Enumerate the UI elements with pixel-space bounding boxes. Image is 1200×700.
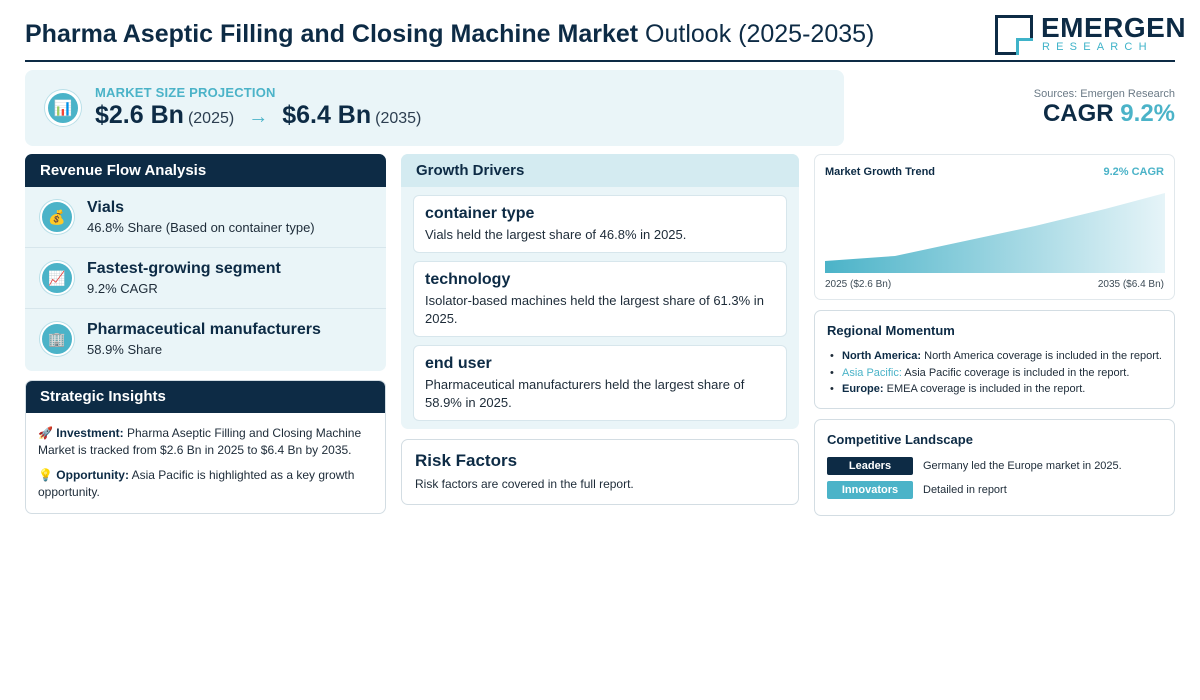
trend-cagr: 9.2% CAGR — [1103, 166, 1164, 178]
driver-text: Pharmaceutical manufacturers held the la… — [425, 377, 745, 410]
opportunity-insight: 💡 Opportunity: Asia Pacific is highlight… — [38, 467, 373, 501]
competitive-row-innovators: Innovators Detailed in report — [827, 481, 1162, 499]
revenue-item-manufacturers: 🏢 Pharmaceutical manufacturers 58.9% Sha… — [25, 309, 386, 370]
driver-text: Isolator-based machines held the largest… — [425, 293, 764, 326]
arrow-right-icon: → — [248, 106, 269, 128]
trend-start-label: 2025 ($2.6 Bn) — [825, 279, 892, 290]
risk-factors-title: Risk Factors — [415, 451, 518, 470]
innovators-badge: Innovators — [827, 481, 913, 499]
opportunity-label: Opportunity: — [56, 468, 129, 482]
projection-label: MARKET SIZE PROJECTION — [95, 85, 276, 100]
logo-name: EMERGEN — [1041, 12, 1187, 43]
page-header: Pharma Aseptic Filling and Closing Machi… — [25, 12, 1186, 62]
trend-chart-icon: 📈 — [40, 261, 74, 295]
region-text: North America coverage is included in th… — [924, 350, 1162, 362]
trend-area-chart — [825, 193, 1165, 273]
money-bag-icon: 💰 — [40, 200, 74, 234]
logo-subtitle: RESEARCH — [1042, 41, 1153, 53]
investment-label: Investment: — [56, 426, 124, 440]
leaders-text: Germany led the Europe market in 2025. — [923, 460, 1122, 472]
growth-drivers-title: Growth Drivers — [401, 154, 799, 187]
strategic-insights-card: Strategic Insights 🚀 Investment: Pharma … — [25, 380, 386, 514]
risk-factors-text: Risk factors are covered in the full rep… — [415, 477, 634, 491]
revenue-item-vials: 💰 Vials 46.8% Share (Based on container … — [25, 187, 386, 248]
region-name: North America: — [842, 350, 922, 362]
innovators-text: Detailed in report — [923, 484, 1007, 496]
region-name: Europe: — [842, 383, 884, 395]
driver-title: container type — [425, 205, 535, 222]
strategic-insights-title: Strategic Insights — [26, 381, 385, 413]
title-bold: Pharma Aseptic Filling and Closing Machi… — [25, 20, 639, 48]
revenue-flow-card: Revenue Flow Analysis 💰 Vials 46.8% Shar… — [25, 154, 386, 371]
risk-factors-card: Risk Factors Risk factors are covered in… — [401, 439, 799, 505]
revenue-item-title: Pharmaceutical manufacturers — [87, 321, 321, 338]
growth-drivers-card: Growth Drivers container type Vials held… — [401, 154, 799, 429]
investment-text: Pharma Aseptic Filling and Closing Machi… — [38, 426, 362, 457]
investment-insight: 🚀 Investment: Pharma Aseptic Filling and… — [38, 425, 373, 459]
cagr-label: CAGR — [1042, 100, 1114, 127]
cagr-value: 9.2% — [1120, 100, 1175, 127]
revenue-item-fastest-growing: 📈 Fastest-growing segment 9.2% CAGR — [25, 248, 386, 309]
revenue-item-sub: 58.9% Share — [87, 342, 163, 357]
driver-technology: technology Isolator-based machines held … — [413, 261, 787, 337]
bar-chart-icon: 📊 — [45, 90, 81, 126]
emergen-logo: EMERGEN RESEARCH — [995, 14, 1186, 56]
competitive-row-leaders: Leaders Germany led the Europe market in… — [827, 457, 1162, 475]
start-value: $2.6 Bn — [95, 101, 184, 129]
region-name: Asia Pacific: — [842, 366, 902, 379]
market-growth-trend-card: Market Growth Trend 9.2% CAGR 2025 ($2.6… — [814, 154, 1175, 300]
page-title: Pharma Aseptic Filling and Closing Machi… — [25, 20, 874, 49]
leaders-badge: Leaders — [827, 457, 913, 475]
market-size-projection: 📊 MARKET SIZE PROJECTION $2.6 Bn (2025) → $… — [25, 70, 844, 146]
opportunity-text: Asia Pacific is highlighted as a key gro… — [38, 468, 355, 499]
region-item-asia-pacific: Asia Pacific: Asia Pacific coverage is i… — [827, 365, 1162, 382]
driver-text: Vials held the largest share of 46.8% in… — [425, 227, 687, 242]
start-year: (2025) — [187, 110, 235, 127]
region-item-europe: Europe: EMEA coverage is included in the… — [827, 381, 1162, 398]
region-item-north-america: North America: North America coverage is… — [827, 348, 1162, 365]
competitive-landscape-title: Competitive Landscape — [827, 432, 973, 447]
end-year: (2035) — [375, 110, 422, 127]
logo-mark-icon — [995, 15, 1033, 55]
end-value: $6.4 Bn — [282, 101, 372, 129]
lightbulb-icon: 💡 — [38, 468, 53, 482]
driver-end-user: end user Pharmaceutical manufacturers he… — [413, 345, 787, 421]
region-text: EMEA coverage is included in the report. — [886, 383, 1086, 395]
trend-title: Market Growth Trend — [825, 166, 936, 178]
revenue-item-sub: 46.8% Share (Based on container type) — [87, 220, 315, 235]
driver-title: technology — [425, 271, 511, 288]
revenue-item-sub: 9.2% CAGR — [87, 281, 158, 296]
building-icon: 🏢 — [40, 322, 74, 356]
regional-momentum-card: Regional Momentum North America: North A… — [814, 310, 1175, 409]
trend-end-label: 2035 ($6.4 Bn) — [1097, 279, 1164, 290]
revenue-item-title: Fastest-growing segment — [87, 260, 281, 277]
region-text: Asia Pacific coverage is included in the… — [904, 366, 1130, 379]
rocket-icon: 🚀 — [38, 426, 53, 440]
driver-container-type: container type Vials held the largest sh… — [413, 195, 787, 253]
trend-area — [825, 193, 1165, 273]
revenue-flow-title: Revenue Flow Analysis — [25, 154, 386, 187]
title-light: Outlook (2025-2035) — [645, 20, 875, 48]
driver-title: end user — [425, 355, 492, 372]
region-list: North America: North America coverage is… — [827, 348, 1162, 398]
regional-momentum-title: Regional Momentum — [827, 323, 955, 338]
sources-note: Sources: Emergen Research — [1033, 88, 1175, 100]
projection-values: $2.6 Bn (2025) → $6.4 Bn (2035) — [95, 101, 421, 130]
revenue-item-title: Vials — [87, 199, 125, 216]
cagr-headline: CAGR 9.2% — [1043, 100, 1175, 128]
competitive-landscape-card: Competitive Landscape Leaders Germany le… — [814, 419, 1175, 516]
